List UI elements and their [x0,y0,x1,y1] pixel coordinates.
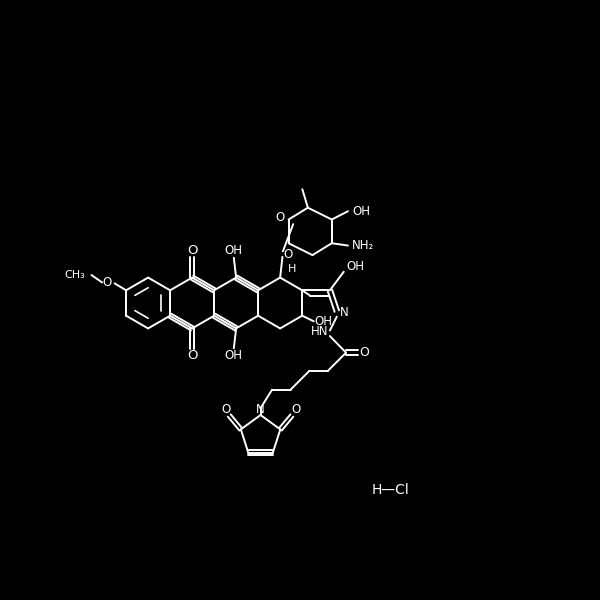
Text: H—Cl: H—Cl [372,483,410,497]
Text: N: N [340,307,349,319]
Text: O: O [187,244,197,257]
Text: H: H [287,264,296,274]
Text: OH: OH [225,349,243,362]
Text: O: O [221,403,230,416]
Text: O: O [283,248,293,261]
Text: O: O [187,349,197,362]
Text: OH: OH [315,315,333,328]
Text: NH₂: NH₂ [352,239,374,252]
Text: O: O [359,346,370,359]
Text: OH: OH [346,260,364,273]
Text: OH: OH [225,244,243,257]
Text: CH₃: CH₃ [65,270,85,280]
Text: O: O [291,403,300,416]
Text: O: O [102,276,112,289]
Text: HN: HN [311,325,328,338]
Text: O: O [275,211,285,224]
Text: N: N [256,403,265,416]
Text: OH: OH [353,205,371,218]
